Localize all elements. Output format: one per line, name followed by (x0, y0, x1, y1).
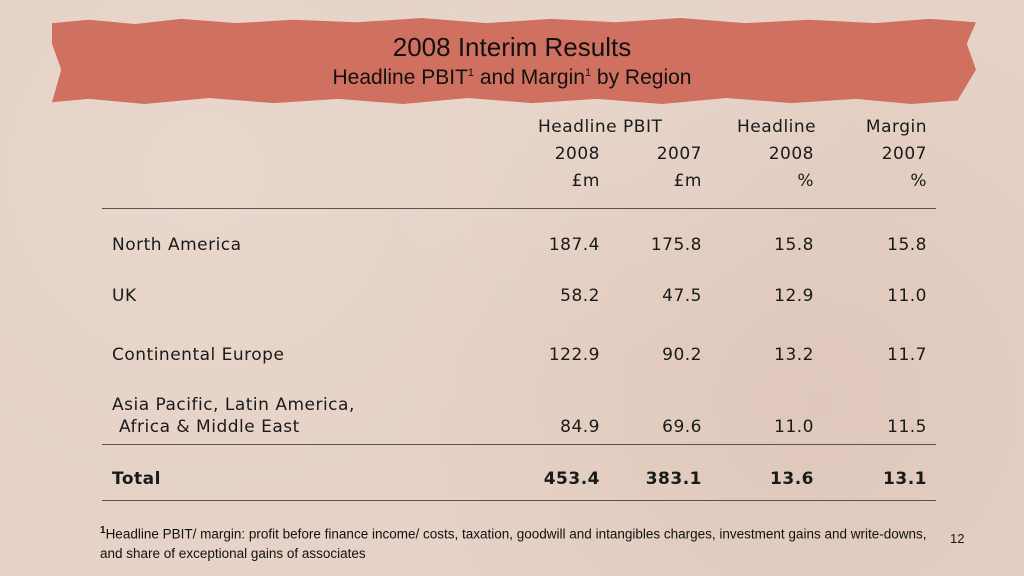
table-cell: 58.2 (560, 286, 600, 306)
slide-title: 2008 Interim Results (392, 32, 632, 62)
header-year-col1: 2008 (554, 144, 600, 164)
table-cell: 11.5 (887, 417, 927, 437)
row-label: Continental Europe (112, 345, 285, 365)
table-cell: 122.9 (548, 345, 600, 365)
header-margin: Margin (865, 117, 927, 137)
footnote: 1Headline PBIT/ margin: profit before fi… (100, 521, 940, 563)
header-unit-col2: £m (673, 171, 702, 191)
table-cell: 15.8 (887, 235, 927, 255)
table-cell: 84.9 (560, 417, 600, 437)
header-headline: Headline (737, 117, 817, 137)
table-cell: 11.0 (887, 286, 927, 306)
table-cell: 47.5 (662, 286, 702, 306)
total-divider-bottom (102, 500, 936, 501)
page-number: 12 (950, 531, 965, 546)
header-unit-col4: % (910, 171, 927, 191)
slide-subtitle: Headline PBIT1 and Margin1 by Region (332, 66, 692, 89)
footnote-marker: 1 (100, 525, 106, 536)
header-unit-col3: % (797, 171, 814, 191)
table-cell: 69.6 (662, 417, 702, 437)
footnote-text: Headline PBIT/ margin: profit before fin… (100, 526, 927, 561)
total-label: Total (112, 469, 161, 489)
header-unit-col1: £m (571, 171, 600, 191)
header-year-col4: 2007 (881, 144, 927, 164)
total-divider-top (102, 444, 936, 445)
row-label: Africa & Middle East (119, 417, 300, 437)
table-cell: 12.9 (774, 286, 814, 306)
table-cell: 187.4 (548, 235, 600, 255)
row-label: Asia Pacific, Latin America, (112, 395, 355, 415)
table-cell: 90.2 (662, 345, 702, 365)
total-cell: 383.1 (645, 469, 702, 489)
table-cell: 11.0 (774, 417, 814, 437)
row-label: North America (112, 235, 242, 255)
table-cell: 11.7 (887, 345, 927, 365)
header-year-col3: 2008 (768, 144, 814, 164)
table-cell: 15.8 (774, 235, 814, 255)
title-banner (52, 18, 976, 104)
table-cell: 13.2 (774, 345, 814, 365)
header-divider (102, 208, 936, 209)
header-headline-pbit: Headline PBIT (538, 117, 663, 137)
total-cell: 13.6 (770, 469, 814, 489)
total-cell: 453.4 (543, 469, 600, 489)
table-cell: 175.8 (650, 235, 702, 255)
header-year-col2: 2007 (656, 144, 702, 164)
total-cell: 13.1 (883, 469, 927, 489)
row-label: UK (112, 286, 137, 306)
